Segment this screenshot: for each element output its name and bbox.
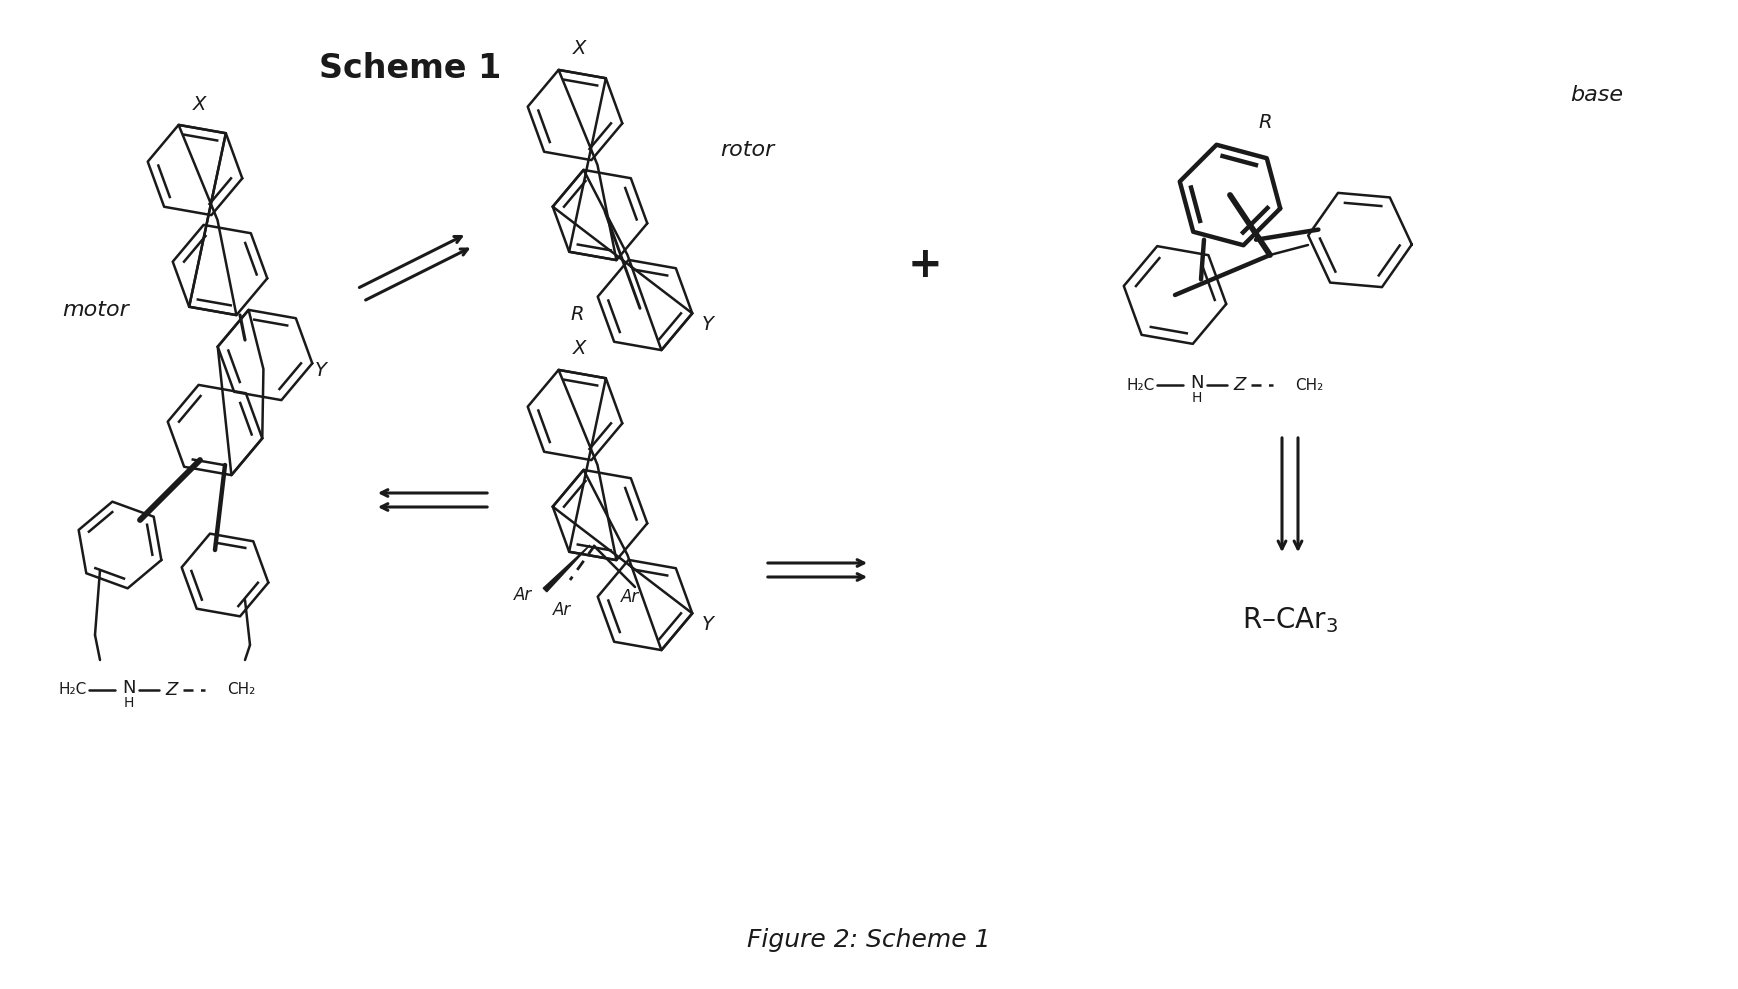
Text: CH₂: CH₂ [1295,378,1323,393]
Text: Y: Y [702,315,714,334]
Polygon shape [544,545,589,591]
Text: H₂C: H₂C [1126,378,1156,393]
Text: X: X [574,40,587,58]
Text: rotor: rotor [720,140,773,160]
Text: X: X [574,339,587,358]
Text: R–CAr$_3$: R–CAr$_3$ [1243,605,1338,635]
Text: X: X [193,95,207,114]
Text: H: H [123,696,134,710]
Text: N: N [122,679,136,697]
Text: Z: Z [165,681,179,699]
Text: motor: motor [63,300,129,320]
Text: CH₂: CH₂ [228,682,255,697]
Text: Figure 2: Scheme 1: Figure 2: Scheme 1 [747,928,991,952]
Text: Y: Y [702,615,714,635]
Text: H: H [1192,391,1203,405]
Text: R: R [1258,114,1272,133]
Text: Y: Y [315,361,327,380]
Text: +: + [907,244,942,286]
Text: R: R [570,306,584,324]
Text: Scheme 1: Scheme 1 [318,51,501,84]
Text: N: N [1191,374,1204,392]
Text: Ar: Ar [553,601,572,619]
Text: Z: Z [1234,376,1246,394]
Text: H₂C: H₂C [59,682,87,697]
Text: base: base [1569,85,1623,105]
Text: Ar: Ar [620,588,640,606]
Text: Ar: Ar [514,586,532,604]
